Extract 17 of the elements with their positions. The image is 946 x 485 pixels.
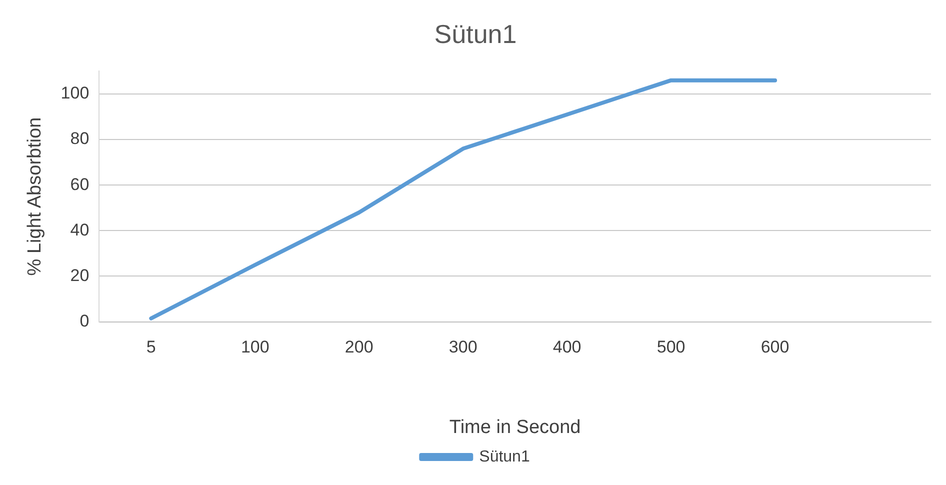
x-tick-label: 500 <box>656 338 686 357</box>
y-tick-label: 0 <box>80 311 90 330</box>
x-tick-label: 300 <box>448 338 478 357</box>
chart-title: Sütun1 <box>434 18 517 49</box>
legend-label: Sütun1 <box>479 448 530 466</box>
y-tick-label: 60 <box>70 174 90 194</box>
y-tick-label: 80 <box>70 129 90 148</box>
x-axis-title: Time in Second <box>449 416 581 438</box>
x-tick-label: 400 <box>552 338 582 357</box>
y-tick-label: 40 <box>70 220 90 240</box>
x-tick-label: 200 <box>344 338 374 357</box>
y-axis-title: % Light Absorbtion <box>24 117 46 276</box>
x-tick-label: 100 <box>240 338 270 357</box>
x-tick-label: 5 <box>146 338 156 357</box>
y-tick-label: 20 <box>70 266 90 285</box>
y-tick-label: 100 <box>60 84 90 103</box>
x-tick-label: 600 <box>760 338 790 357</box>
